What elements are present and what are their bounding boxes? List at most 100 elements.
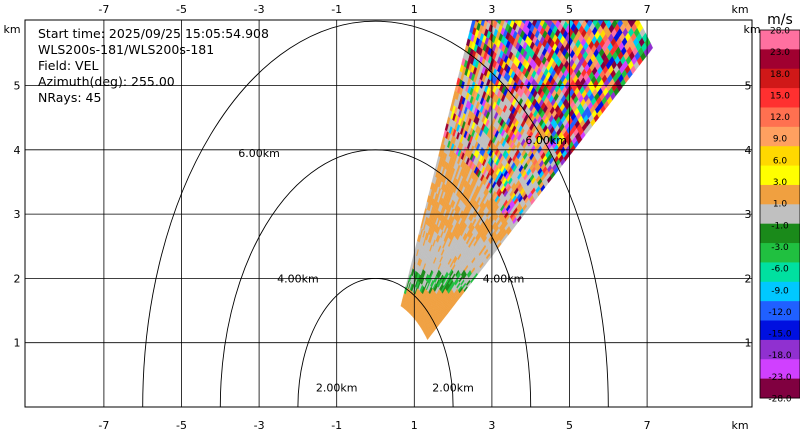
velocity-cell	[483, 20, 488, 29]
info-line: NRays: 45	[38, 90, 101, 105]
velocity-cell	[503, 20, 505, 21]
range-ring-label: 4.00km	[483, 272, 525, 285]
velocity-cell	[499, 20, 505, 27]
info-line: Field: VEL	[38, 58, 98, 73]
velocity-cell	[612, 9, 618, 18]
velocity-cell	[547, 10, 552, 19]
range-ring-label: 6.00km	[525, 134, 567, 147]
colorbar-label: 15.0	[770, 91, 790, 101]
range-ring-label: 2.00km	[432, 382, 474, 395]
y-unit-left: km	[3, 23, 20, 36]
colorbar-label: -15.0	[768, 330, 792, 340]
velocity-cell	[627, 20, 631, 23]
x-tick-label-bottom: -1	[331, 419, 342, 432]
velocity-cell	[509, 20, 515, 29]
velocity-cell	[490, 20, 495, 27]
velocity-cell	[632, 20, 637, 23]
velocity-cell	[509, 11, 514, 20]
velocity-cell	[536, 20, 538, 21]
velocity-cell	[537, 6, 542, 15]
range-ring	[297, 278, 454, 408]
velocity-cell	[497, 7, 502, 16]
velocity-cell	[587, 9, 593, 18]
x-tick-label-top: 1	[411, 3, 418, 16]
colorbar-swatch	[760, 184, 800, 205]
x-tick-label-bottom: 7	[644, 419, 651, 432]
range-ring	[219, 149, 532, 408]
velocity-cell	[524, 20, 530, 27]
velocity-cell	[573, 20, 580, 27]
velocity-field	[400, 6, 653, 340]
colorbar-swatch	[760, 281, 800, 302]
x-tick-label-bottom: -5	[176, 419, 187, 432]
x-tick-label-top: 7	[644, 3, 651, 16]
x-tick-label-bottom: 5	[566, 419, 573, 432]
velocity-cell	[593, 8, 599, 17]
velocity-cell	[554, 20, 561, 29]
x-tick-label-top: -7	[98, 3, 109, 16]
velocity-cell	[578, 20, 585, 25]
x-tick-label-bottom: -3	[254, 419, 265, 432]
x-tick-label-top: -3	[254, 3, 265, 16]
colorbar-label: -1.0	[771, 221, 789, 231]
colorbar-swatch	[760, 165, 800, 186]
velocity-cell	[622, 20, 629, 28]
colorbar-swatch	[760, 378, 800, 399]
velocity-cell	[634, 20, 641, 28]
velocity-cell	[499, 10, 504, 19]
colorbar-label: 12.0	[770, 113, 790, 123]
velocity-cell	[540, 9, 545, 18]
velocity-cell	[628, 20, 635, 28]
velocity-cell	[598, 7, 604, 16]
velocity-cell	[539, 20, 545, 27]
velocity-cell	[514, 7, 519, 16]
plot-frame	[24, 19, 753, 408]
velocity-cell	[581, 20, 588, 29]
colorbar-swatch	[760, 204, 800, 225]
velocity-cell	[475, 20, 479, 23]
info-line: Azimuth(deg): 255.00	[38, 74, 175, 89]
velocity-cell	[611, 20, 618, 29]
colorbar-swatch	[760, 49, 800, 70]
y-tick-label-left: 3	[14, 208, 21, 221]
velocity-cell	[536, 20, 542, 24]
velocity-cell	[560, 20, 566, 27]
velocity-cell	[586, 20, 593, 28]
colorbar-label: 23.0	[770, 48, 790, 58]
x-tick-label-top: 5	[566, 3, 573, 16]
velocity-cell	[603, 20, 609, 25]
velocity-cell	[547, 20, 553, 28]
colorbar-label: -9.0	[771, 286, 789, 296]
x-unit-bottom: km	[731, 419, 748, 432]
velocity-cell	[603, 20, 604, 21]
velocity-cell	[485, 20, 486, 21]
colorbar-swatch	[760, 339, 800, 360]
axes: -7 -7 -5 -5 -3 -3 -1 -1 1 1 3 3 5 5 7 7 1 1 2 2 3 3 4 4 5 5 km km km…	[3, 3, 760, 432]
colorbar-swatch	[760, 88, 800, 108]
velocity-cell	[545, 6, 550, 15]
velocity-cell	[582, 10, 587, 19]
velocity-cell	[477, 8, 481, 16]
colorbar-swatch	[760, 301, 800, 322]
velocity-cell	[574, 8, 579, 17]
x-tick-label-bottom: -7	[98, 419, 109, 432]
colorbar-label: 9.0	[773, 135, 788, 145]
velocity-cell	[557, 20, 562, 24]
range-ring-label: 2.00km	[316, 382, 358, 395]
velocity-cell	[531, 20, 538, 27]
velocity-cell	[522, 6, 527, 15]
colorbar-label: -18.0	[768, 351, 792, 361]
velocity-cell	[524, 9, 529, 18]
velocity-cell	[592, 20, 599, 27]
y-tick-label-right: 2	[745, 272, 752, 285]
velocity-cell	[494, 20, 499, 23]
range-ring	[142, 20, 609, 408]
y-tick-label-right: 3	[745, 208, 752, 221]
velocity-cell	[607, 10, 613, 19]
velocity-cell	[552, 20, 558, 26]
y-tick-label-right: 1	[745, 337, 752, 350]
velocity-cell	[624, 9, 630, 19]
info-line: WLS200s-181/WLS200s-181	[38, 42, 214, 57]
y-tick-label-right: 5	[745, 80, 752, 93]
